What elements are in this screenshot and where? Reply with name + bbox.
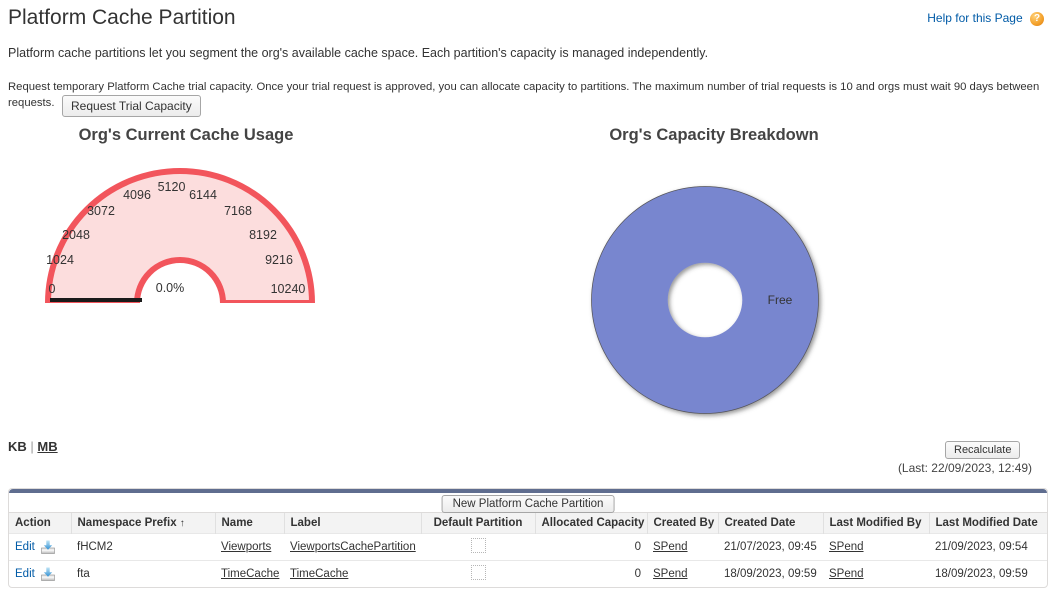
svg-text:10240: 10240 — [271, 282, 306, 296]
svg-text:3072: 3072 — [87, 204, 115, 218]
svg-text:1024: 1024 — [46, 253, 74, 267]
svg-text:2048: 2048 — [62, 228, 90, 242]
svg-text:5120: 5120 — [158, 180, 186, 194]
svg-text:4096: 4096 — [123, 188, 151, 202]
svg-text:9216: 9216 — [265, 253, 293, 267]
svg-text:0.0%: 0.0% — [156, 281, 185, 295]
svg-text:Free: Free — [768, 293, 793, 307]
svg-text:7168: 7168 — [224, 204, 252, 218]
svg-text:8192: 8192 — [249, 228, 277, 242]
svg-text:6144: 6144 — [189, 188, 217, 202]
svg-text:0: 0 — [49, 282, 56, 296]
